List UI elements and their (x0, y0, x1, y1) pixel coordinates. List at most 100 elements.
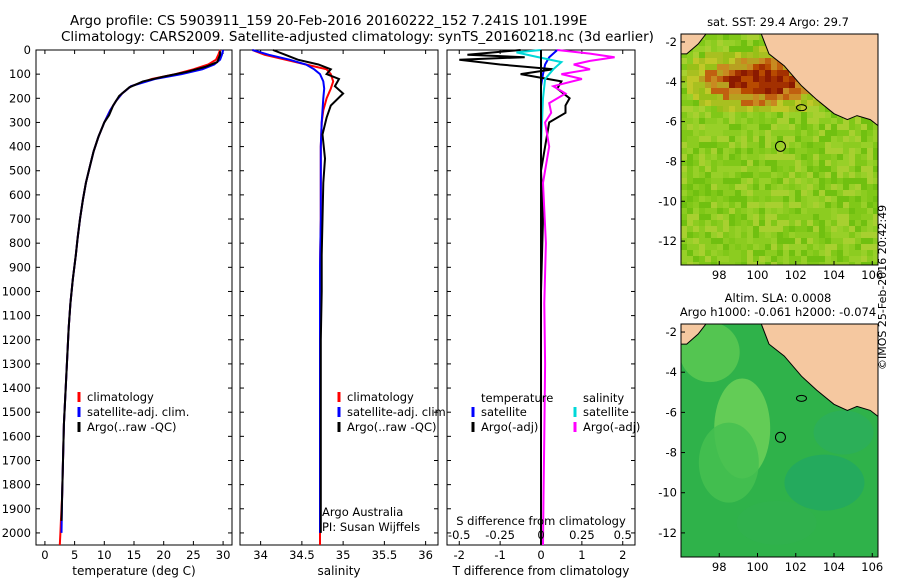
temperature-ytick-label: 1300 (2, 357, 31, 371)
difference-xtick-label: -1 (494, 548, 505, 562)
salinity-legend-0-label: climatology (347, 390, 414, 404)
salinity-xtick-label: 36 (418, 548, 433, 562)
salinity-xtick-label: 34.5 (289, 548, 315, 562)
sst_map-argo-marker (774, 140, 786, 152)
temperature-ytick-label: 100 (9, 67, 31, 81)
sla_map-ytick-label: -6 (666, 405, 677, 419)
sla_map-argo-marker (774, 431, 786, 443)
sst_map-ytick-label: -8 (666, 154, 677, 168)
temperature-xlabel: temperature (deg C) (72, 564, 195, 578)
difference-legend-2-label: satellite (583, 405, 629, 419)
difference-xtick-label: -2 (454, 548, 465, 562)
salinity-annotation-2: PI: Susan Wijffels (322, 520, 420, 534)
panel-difference: -2 -1 0 1 2 T difference from climatology -0.5… (446, 49, 640, 578)
temperature-ytick-label: 400 (9, 140, 31, 154)
sst_map-xtick-label: 100 (747, 268, 769, 282)
temperature-ytick-label: 500 (9, 164, 31, 178)
difference-top-tick-label: -0.25 (485, 528, 515, 542)
difference-legend-temperature-title: temperature (481, 391, 553, 405)
sla_map-land (760, 324, 878, 418)
salinity-series-2 (272, 49, 345, 533)
difference-legend-1-label: Argo(-adj) (481, 420, 538, 434)
sst_map-xtick-label: 106 (861, 268, 883, 282)
temperature-xtick-label: 25 (186, 548, 201, 562)
sst_map-xtick-label: 98 (712, 268, 727, 282)
temperature-ytick-label: 1900 (2, 502, 31, 516)
salinity-frame (239, 49, 439, 546)
sla_map-ytick-label: -4 (666, 365, 677, 379)
temperature-ytick-label: 600 (9, 188, 31, 202)
temperature-ytick-label: 200 (9, 91, 31, 105)
temperature-legend-0-label: climatology (87, 390, 154, 404)
salinity-legend-2-label: Argo(..raw -QC) (347, 420, 437, 434)
temperature-ytick-label: 300 (9, 115, 31, 129)
sla_map-ytick-label: -10 (658, 486, 677, 500)
temperature-ytick-label: 700 (9, 212, 31, 226)
sst_map-xtick-label: 104 (823, 268, 845, 282)
difference-top-tick-label: 0.25 (569, 528, 595, 542)
salinity-annotation-1: Argo Australia (322, 505, 403, 519)
sla_map-ytick-label: -2 (666, 325, 677, 339)
sst-map-title: sat. SST: 29.4 Argo: 29.7 (707, 15, 849, 29)
sst_map-ytick-label: -6 (666, 115, 677, 129)
temperature-legend-2-label: Argo(..raw -QC) (87, 420, 177, 434)
sst_map-ytick-label: -2 (666, 35, 677, 49)
sla_map-xtick-label: 100 (747, 560, 769, 574)
temperature-ytick-label: 2000 (2, 526, 31, 540)
panel-salinity: 34 34.5 35 35.5 36 salinity climatologysatelli… (239, 49, 449, 578)
difference-top-tick-label: -0.5 (448, 528, 470, 542)
temperature-xtick-label: 20 (156, 548, 171, 562)
difference-xlabel: T difference from climatology (452, 564, 630, 578)
difference-xtick-label: 2 (619, 548, 626, 562)
sla_map-ytick-label: -12 (658, 526, 677, 540)
temperature-ytick-label: 900 (9, 260, 31, 274)
panel-sst_map: 98 100 102 104 106 -2 -4 -6 -8 -10 -12 sat. SST: 29… (658, 15, 883, 282)
salinity-xtick-label: 34 (253, 548, 268, 562)
sla_map-xtick-label: 102 (785, 560, 807, 574)
temperature-ytick-label: 1100 (2, 309, 31, 323)
sst_map-ytick-label: -12 (658, 234, 677, 248)
sla_map-frame (680, 323, 879, 558)
difference-xtick-label: 1 (578, 548, 585, 562)
difference-legend-0-label: satellite (481, 405, 527, 419)
temperature-ytick-label: 800 (9, 236, 31, 250)
sla_map-land-nw (681, 324, 707, 345)
salinity-xtick-label: 35.5 (372, 548, 398, 562)
temperature-xtick-label: 30 (216, 548, 231, 562)
temperature-ytick-label: 1200 (2, 333, 31, 347)
difference-legend-salinity-title: salinity (583, 391, 624, 405)
sst_map-xtick-label: 102 (785, 268, 807, 282)
temperature-ytick-label: 1600 (2, 429, 31, 443)
sst_map-ytick-label: -10 (658, 194, 677, 208)
salinity-xtick-label: 35 (336, 548, 351, 562)
sst_map-frame (680, 33, 879, 266)
temperature-series-2 (60, 51, 222, 521)
sst_map-land-nw (681, 34, 707, 55)
temperature-xtick-label: 0 (41, 548, 48, 562)
sla_map-xtick-label: 98 (712, 560, 727, 574)
difference-legend-3-label: Argo(-adj) (583, 420, 640, 434)
sla_map-field (681, 324, 878, 557)
sla-map-subtitle: Argo h1000: -0.061 h2000: -0.074 (680, 305, 876, 319)
sst_map-land (760, 34, 878, 127)
temperature-ytick-label: 1400 (2, 381, 31, 395)
temperature-ytick-label: 1000 (2, 284, 31, 298)
difference-xtick-label: 0 (537, 548, 544, 562)
difference-top-tick-label: 0 (537, 528, 544, 542)
temperature-ytick-label: 1500 (2, 405, 31, 419)
temperature-ytick-label: 1800 (2, 478, 31, 492)
temperature-ytick-label: 1700 (2, 453, 31, 467)
sla_map-ytick-label: -8 (666, 446, 677, 460)
panel-sla_map: 98 100 102 104 106 -2 -4 -6 -8 -10 -12 Altim. SLA: … (658, 291, 883, 574)
temperature-ytick-label: 0 (24, 43, 31, 57)
temperature-xtick-label: 10 (97, 548, 112, 562)
temperature-xtick-label: 5 (71, 548, 78, 562)
temperature-frame (35, 49, 233, 546)
difference-s-title: S difference from climatology (456, 514, 626, 528)
difference-top-tick-label: 0.5 (614, 528, 632, 542)
sst_map-island (795, 104, 807, 112)
sla_map-xtick-label: 106 (861, 560, 883, 574)
salinity-legend-1-label: satellite-adj. clim. (347, 405, 449, 419)
salinity-xlabel: salinity (317, 564, 360, 578)
